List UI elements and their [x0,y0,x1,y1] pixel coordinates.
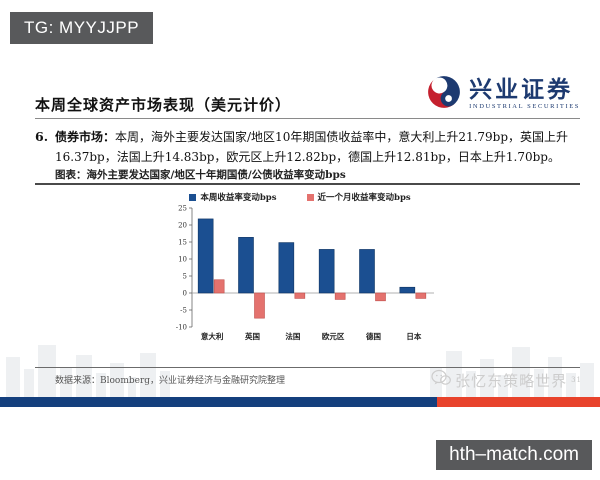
bond-market-paragraph: 6. 债券市场：本周，海外主要发达国家/地区10年期国债收益率中，意大利上升21… [35,127,580,167]
svg-text:20: 20 [178,222,187,230]
svg-text:15: 15 [178,239,187,247]
item-lead: 债券市场： [55,130,116,144]
legend-item: 本周收益率变动bps [189,191,277,203]
xingye-securities-logo: 兴业证券 INDUSTRIAL SECURITIES [426,74,580,114]
title-divider [35,118,580,119]
legend-item: 近一个月收益率变动bps [306,191,411,203]
page-number: 31 [571,376,582,384]
item-text: 本周，海外主要发达国家/地区10年期国债收益率中，意大利上升21.79bp，英国… [55,130,569,164]
watermark-text: 张忆东策略世界 [455,371,568,390]
legend-marker [306,193,314,201]
svg-text:英国: 英国 [245,331,260,341]
brand-subtitle: INDUSTRIAL SECURITIES [469,103,580,110]
svg-text:25: 25 [178,205,187,213]
svg-text:-10: -10 [176,324,187,332]
caption-divider [35,183,580,185]
xingye-logo-icon [426,74,462,114]
item-number: 6. [35,129,49,144]
site-watermark-badge: hth–match.com [436,440,592,470]
svg-text:意大利: 意大利 [201,331,224,341]
svg-text:德国: 德国 [366,331,381,341]
svg-text:-5: -5 [180,307,187,315]
footer-divider [35,367,580,368]
bottom-bar-red [437,397,600,407]
legend-marker [189,193,197,201]
wechat-icon [431,369,451,391]
author-watermark: 张忆东策略世界 31 [431,369,582,391]
bottom-bar-blue [0,397,437,407]
brand-name: 兴业证券 [469,76,574,103]
data-source-note: 数据来源：Bloomberg，兴业证券经济与金融研究院整理 [55,376,286,386]
chart-legend: 本周收益率变动bps 近一个月收益率变动bps [0,191,600,203]
page-title: 本周全球资产市场表现（美元计价） [35,96,292,114]
svg-text:日本: 日本 [406,331,421,341]
svg-text:5: 5 [183,273,187,281]
figure-caption: 图表：海外主要发达国家/地区十年期国债/公债收益率变动bps [55,169,346,181]
svg-text:欧元区: 欧元区 [322,331,345,341]
tg-channel-badge: TG: MYYJJPP [10,12,154,44]
svg-text:法国: 法国 [285,331,300,341]
svg-text:0: 0 [183,290,187,298]
bond-yield-chart: 25 20 15 10 5 0 -5 -10 意大利 英国 法国 欧元区 德国 日本 [176,205,434,341]
skyline-watermark [0,340,600,397]
svg-text:10: 10 [178,256,187,264]
